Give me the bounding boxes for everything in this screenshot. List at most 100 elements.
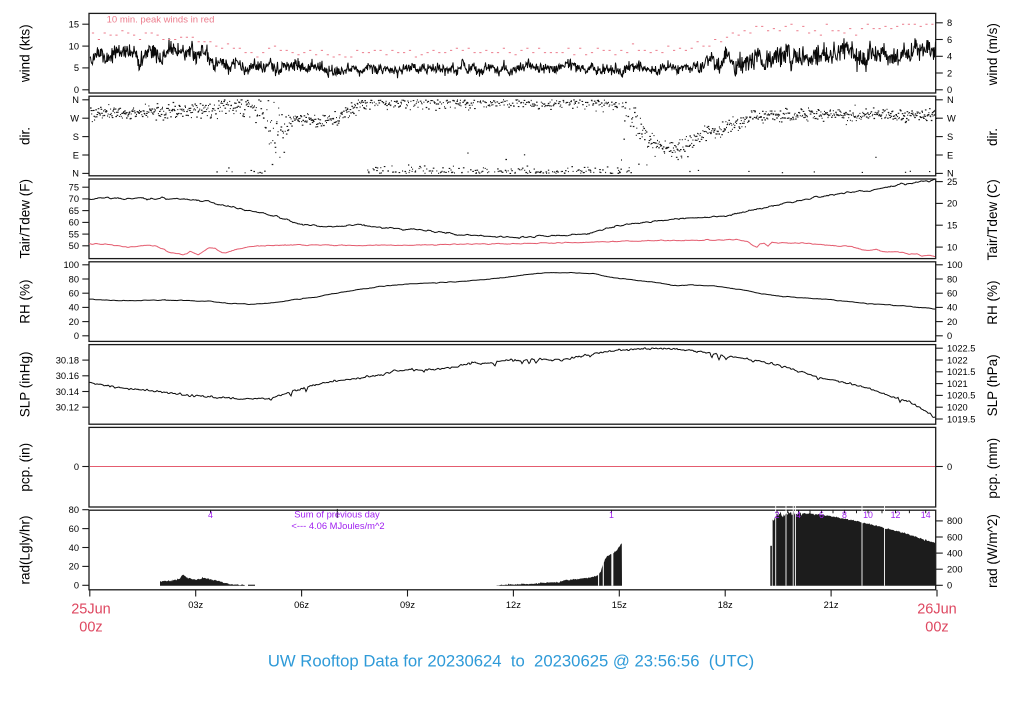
svg-text:SLP (inHg): SLP (inHg) bbox=[18, 352, 33, 418]
svg-text:N: N bbox=[72, 95, 79, 105]
svg-text:80: 80 bbox=[69, 505, 79, 515]
svg-text:75: 75 bbox=[69, 183, 79, 193]
svg-text:5: 5 bbox=[74, 63, 79, 73]
svg-text:6: 6 bbox=[819, 510, 824, 520]
svg-text:S: S bbox=[73, 132, 79, 142]
svg-text:60: 60 bbox=[69, 524, 79, 534]
svg-text:80: 80 bbox=[69, 274, 79, 284]
svg-text:60: 60 bbox=[947, 289, 957, 299]
svg-text:4: 4 bbox=[208, 510, 213, 520]
svg-text:09z: 09z bbox=[400, 600, 415, 610]
svg-text:N: N bbox=[947, 169, 954, 179]
svg-text:0: 0 bbox=[74, 331, 79, 341]
svg-text:1022: 1022 bbox=[947, 355, 968, 365]
svg-text:pcp. (mm): pcp. (mm) bbox=[985, 438, 1000, 499]
svg-text:dir.: dir. bbox=[18, 127, 33, 145]
svg-text:30.16: 30.16 bbox=[56, 371, 79, 381]
svg-text:30.18: 30.18 bbox=[56, 355, 79, 365]
svg-text:2: 2 bbox=[947, 68, 952, 78]
svg-text:80: 80 bbox=[947, 274, 957, 284]
svg-text:0: 0 bbox=[74, 462, 79, 472]
svg-text:15: 15 bbox=[947, 221, 957, 231]
svg-text:0: 0 bbox=[947, 462, 952, 472]
svg-text:1022.5: 1022.5 bbox=[947, 344, 975, 354]
svg-text:12z: 12z bbox=[506, 600, 521, 610]
svg-text:21z: 21z bbox=[824, 600, 839, 610]
svg-text:400: 400 bbox=[947, 548, 963, 558]
svg-text:E: E bbox=[73, 150, 79, 160]
svg-text:Tair/Tdew (C): Tair/Tdew (C) bbox=[985, 179, 1000, 260]
svg-text:60: 60 bbox=[69, 289, 79, 299]
svg-text:12: 12 bbox=[891, 510, 901, 520]
svg-text:25Jun: 25Jun bbox=[71, 602, 111, 618]
svg-text:E: E bbox=[947, 150, 953, 160]
svg-text:30.14: 30.14 bbox=[56, 387, 79, 397]
svg-text:4: 4 bbox=[947, 52, 952, 62]
svg-text:0: 0 bbox=[947, 85, 952, 95]
svg-text:20: 20 bbox=[947, 199, 957, 209]
svg-text:0: 0 bbox=[74, 85, 79, 95]
svg-text:10: 10 bbox=[947, 242, 957, 252]
svg-text:15z: 15z bbox=[612, 600, 627, 610]
svg-text:RH (%): RH (%) bbox=[985, 280, 1000, 324]
svg-text:1020.5: 1020.5 bbox=[947, 391, 975, 401]
svg-text:8: 8 bbox=[842, 510, 847, 520]
svg-text:10 min. peak winds in red: 10 min. peak winds in red bbox=[107, 15, 215, 26]
svg-text:0: 0 bbox=[947, 331, 952, 341]
svg-text:4: 4 bbox=[796, 510, 801, 520]
svg-text:rad (W/m^2): rad (W/m^2) bbox=[985, 514, 1000, 588]
svg-text:wind (m/s): wind (m/s) bbox=[985, 23, 1000, 86]
svg-text:Sum of previous day: Sum of previous day bbox=[294, 509, 380, 520]
svg-text:55: 55 bbox=[69, 229, 79, 239]
svg-text:Tair/Tdew (F): Tair/Tdew (F) bbox=[18, 179, 33, 259]
svg-text:W: W bbox=[947, 114, 956, 124]
svg-text:rad(Lgly/hr): rad(Lgly/hr) bbox=[18, 515, 33, 584]
svg-text:2: 2 bbox=[775, 510, 780, 520]
svg-text:65: 65 bbox=[69, 206, 79, 216]
svg-text:50: 50 bbox=[69, 241, 79, 251]
svg-text:18z: 18z bbox=[718, 600, 733, 610]
svg-text:600: 600 bbox=[947, 532, 963, 542]
svg-text:60: 60 bbox=[69, 218, 79, 228]
svg-text:S: S bbox=[947, 132, 953, 142]
svg-text:1021: 1021 bbox=[947, 379, 968, 389]
svg-text:00z: 00z bbox=[925, 620, 948, 636]
svg-text:10: 10 bbox=[69, 41, 79, 51]
svg-text:00z: 00z bbox=[79, 620, 102, 636]
svg-text:wind (kts): wind (kts) bbox=[18, 24, 33, 83]
svg-text:03z: 03z bbox=[188, 600, 203, 610]
svg-text:dir.: dir. bbox=[985, 128, 1000, 146]
svg-text:1019.5: 1019.5 bbox=[947, 414, 975, 424]
svg-text:40: 40 bbox=[69, 303, 79, 313]
svg-text:0: 0 bbox=[947, 581, 952, 591]
svg-text:1021.5: 1021.5 bbox=[947, 367, 975, 377]
svg-text:100: 100 bbox=[947, 260, 963, 270]
svg-text:800: 800 bbox=[947, 516, 963, 526]
svg-text:200: 200 bbox=[947, 565, 963, 575]
svg-text:1: 1 bbox=[609, 510, 614, 520]
svg-text:N: N bbox=[947, 95, 954, 105]
svg-text:UW Rooftop Data for 20230624: UW Rooftop Data for 20230624 to 20230625… bbox=[268, 652, 754, 671]
svg-text:26Jun: 26Jun bbox=[917, 602, 957, 618]
svg-text:<--- 4.06 MJoules/m^2: <--- 4.06 MJoules/m^2 bbox=[291, 520, 384, 531]
svg-text:20: 20 bbox=[947, 317, 957, 327]
svg-text:70: 70 bbox=[69, 194, 79, 204]
svg-text:1020: 1020 bbox=[947, 403, 968, 413]
svg-text:40: 40 bbox=[69, 543, 79, 553]
svg-text:N: N bbox=[72, 169, 79, 179]
svg-text:06z: 06z bbox=[294, 600, 309, 610]
svg-text:15: 15 bbox=[69, 20, 79, 30]
svg-text:20: 20 bbox=[69, 317, 79, 327]
svg-text:W: W bbox=[70, 114, 79, 124]
svg-text:30.12: 30.12 bbox=[56, 403, 79, 413]
svg-text:10: 10 bbox=[863, 510, 873, 520]
svg-text:8: 8 bbox=[947, 18, 952, 28]
svg-text:SLP (hPa): SLP (hPa) bbox=[985, 354, 1000, 416]
svg-text:40: 40 bbox=[947, 303, 957, 313]
svg-text:RH (%): RH (%) bbox=[18, 279, 33, 323]
svg-text:25: 25 bbox=[947, 177, 957, 187]
svg-text:0: 0 bbox=[74, 581, 79, 591]
svg-text:20: 20 bbox=[69, 562, 79, 572]
svg-text:6: 6 bbox=[947, 35, 952, 45]
svg-text:pcp. (in): pcp. (in) bbox=[18, 443, 33, 492]
